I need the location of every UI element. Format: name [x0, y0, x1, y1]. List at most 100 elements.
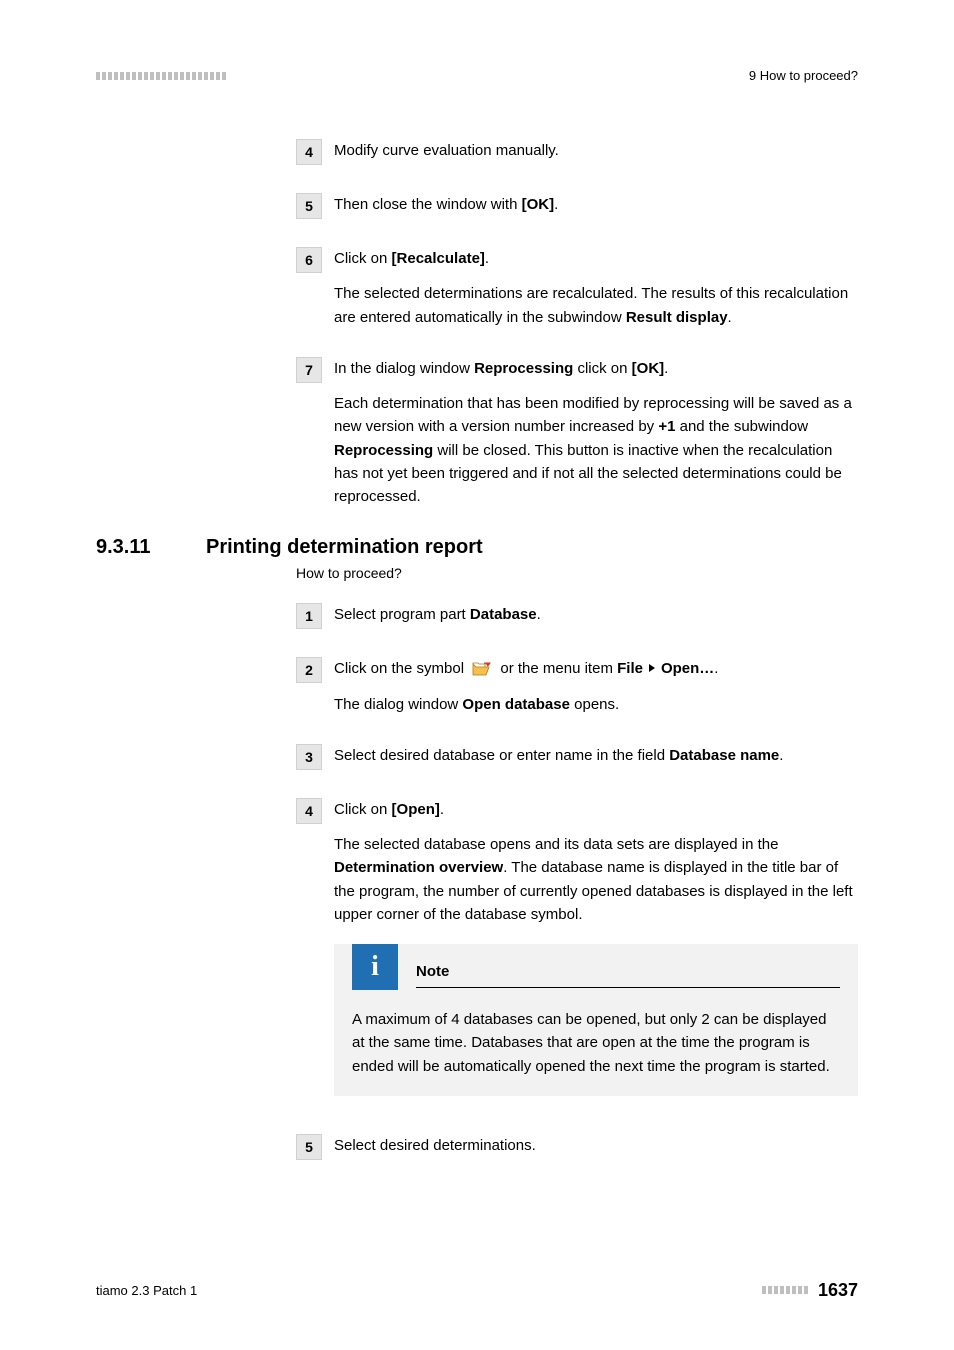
note-title-wrap: Note [416, 946, 840, 988]
step-body: Select program part Database. [334, 603, 858, 629]
step-number: 5 [296, 193, 322, 219]
bold-text: Reprocessing [334, 442, 433, 459]
text-run: and the subwindow [675, 418, 808, 435]
text-run: Click on [334, 801, 392, 818]
bold-text: Determination overview [334, 859, 503, 876]
text-run: . [440, 801, 444, 818]
step-paragraph: Each determination that has been modifie… [334, 392, 858, 508]
text-run: Select desired database or enter name in… [334, 747, 669, 764]
text-run: . [714, 660, 718, 677]
bold-text: Open… [661, 660, 714, 677]
note-header: i Note [352, 944, 840, 990]
step-paragraph: In the dialog window Reprocessing click … [334, 357, 858, 380]
step-body: Select desired determinations. [334, 1134, 858, 1160]
step-paragraph: The selected database opens and its data… [334, 833, 858, 926]
text-run: The dialog window [334, 696, 462, 713]
step-number: 4 [296, 798, 322, 824]
bold-text: [OK] [522, 196, 555, 213]
step-body: Click on [Open]. The selected database op… [334, 798, 858, 1106]
footer-product: tiamo 2.3 Patch 1 [96, 1283, 197, 1298]
steps-bottom: 1 Select program part Database. 2 Click … [296, 603, 858, 1160]
section-heading: 9.3.11 Printing determination report [96, 536, 858, 559]
step-paragraph: Click on the symbol or the menu item Fil… [334, 657, 858, 680]
step-number: 3 [296, 744, 322, 770]
step-number: 6 [296, 247, 322, 273]
step: 5 Then close the window with [OK]. [296, 193, 858, 219]
text-run: . [537, 606, 541, 623]
text-run: In the dialog window [334, 360, 474, 377]
step-paragraph: The selected determinations are recalcul… [334, 282, 858, 329]
step: 5 Select desired determinations. [296, 1134, 858, 1160]
text-run: . [728, 309, 732, 326]
step-number: 2 [296, 657, 322, 683]
step-body: In the dialog window Reprocessing click … [334, 357, 858, 509]
note-title: Note [416, 963, 449, 980]
footer-right: 1637 [762, 1280, 858, 1301]
bold-text: Database name [669, 747, 779, 764]
text-run: The selected determinations are recalcul… [334, 285, 848, 325]
bold-text: Open database [462, 696, 570, 713]
bold-text: Reprocessing [474, 360, 573, 377]
header-dashes [96, 72, 226, 80]
step-body: Then close the window with [OK]. [334, 193, 858, 219]
footer-dashes [762, 1286, 808, 1294]
step: 1 Select program part Database. [296, 603, 858, 629]
section-number: 9.3.11 [96, 536, 206, 559]
text-run: . [554, 196, 558, 213]
step-paragraph: Select desired database or enter name in… [334, 744, 858, 767]
note-block: i Note A maximum of 4 databases can be o… [334, 944, 858, 1096]
text-run: Click on the symbol [334, 660, 468, 677]
step: 4 Click on [Open]. The selected database … [296, 798, 858, 1106]
step: 4 Modify curve evaluation manually. [296, 139, 858, 165]
step: 2 Click on the symbol or the menu item F… [296, 657, 858, 716]
step-paragraph: Click on [Open]. [334, 798, 858, 821]
text-run: or the menu item [496, 660, 617, 677]
text-run: Select program part [334, 606, 470, 623]
step-paragraph: Select desired determinations. [334, 1134, 858, 1157]
step-body: Modify curve evaluation manually. [334, 139, 858, 165]
bold-text: [OK] [632, 360, 665, 377]
step-paragraph: Then close the window with [OK]. [334, 193, 858, 216]
header-chapter-label: 9 How to proceed? [749, 68, 858, 83]
step-body: Select desired database or enter name in… [334, 744, 858, 770]
steps-top: 4 Modify curve evaluation manually. 5 Th… [296, 139, 858, 508]
text-run: . [779, 747, 783, 764]
step-body: Click on the symbol or the menu item Fil… [334, 657, 858, 716]
text-run: click on [573, 360, 631, 377]
step-number: 1 [296, 603, 322, 629]
bold-text: Result display [626, 309, 728, 326]
page-footer: tiamo 2.3 Patch 1 1637 [96, 1280, 858, 1301]
text-run: . [664, 360, 668, 377]
step-paragraph: Click on [Recalculate]. [334, 247, 858, 270]
step: 6 Click on [Recalculate].The selected de… [296, 247, 858, 329]
text-run: Then close the window with [334, 196, 522, 213]
page: 9 How to proceed? 4 Modify curve evaluat… [0, 0, 954, 1341]
step-number: 7 [296, 357, 322, 383]
text-run: Modify curve evaluation manually. [334, 142, 559, 159]
step: 3 Select desired database or enter name … [296, 744, 858, 770]
page-header: 9 How to proceed? [96, 68, 858, 83]
note-body: A maximum of 4 databases can be opened, … [352, 1008, 840, 1078]
bold-text: [Recalculate] [392, 250, 485, 267]
menu-arrow-icon [649, 664, 655, 672]
step: 7 In the dialog window Reprocessing clic… [296, 357, 858, 509]
step-paragraph: The dialog window Open database opens. [334, 693, 858, 716]
section-title: Printing determination report [206, 536, 483, 559]
bold-text: File [617, 660, 643, 677]
text-run: opens. [570, 696, 619, 713]
open-folder-icon [472, 661, 492, 677]
text-run: The selected database opens and its data… [334, 836, 778, 853]
footer-page-number: 1637 [818, 1280, 858, 1301]
bold-text: Database [470, 606, 537, 623]
step-number: 5 [296, 1134, 322, 1160]
step-paragraph: Modify curve evaluation manually. [334, 139, 858, 162]
step-paragraph: Select program part Database. [334, 603, 858, 626]
bold-text: [Open] [392, 801, 440, 818]
info-icon-glyph: i [371, 945, 379, 988]
text-run: . [485, 250, 489, 267]
step-body: Click on [Recalculate].The selected dete… [334, 247, 858, 329]
info-icon: i [352, 944, 398, 990]
text-run: Select desired determinations. [334, 1137, 536, 1154]
bold-text: +1 [658, 418, 675, 435]
text-run: Click on [334, 250, 392, 267]
